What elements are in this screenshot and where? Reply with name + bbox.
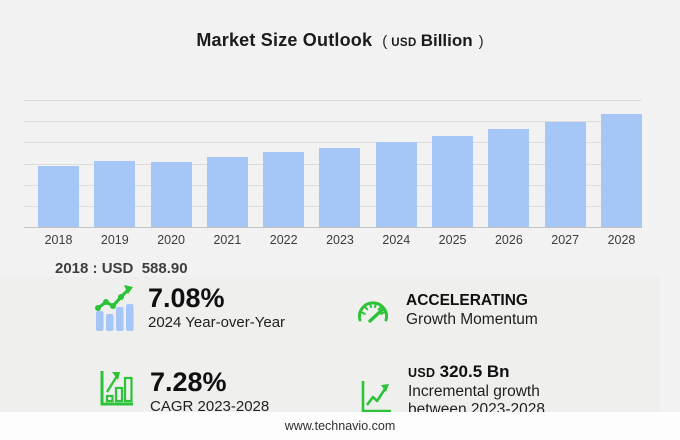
line-growth-icon: [360, 378, 394, 419]
title-unit-billion: Billion: [420, 31, 473, 50]
stat-incremental: USD 320.5 Bn Incremental growth between …: [360, 362, 545, 420]
bar-trend-icon: [94, 284, 134, 336]
yoy-value: 7.08%: [148, 283, 225, 313]
title-unit-usd: USD: [391, 37, 417, 49]
gridline: [24, 100, 642, 101]
bar-2026: [488, 129, 530, 227]
stat-cagr: 7.28% CAGR 2023-2028: [98, 368, 269, 416]
yoy-label: 2024 Year-over-Year: [148, 314, 286, 332]
x-axis-line: [24, 227, 642, 228]
bar-2020: [150, 162, 192, 227]
incremental-title: USD 320.5 Bn: [408, 362, 545, 383]
title-text: Market Size Outlook: [196, 30, 373, 50]
bar-2028: [600, 114, 642, 227]
bar-2024: [375, 142, 417, 227]
gauge-icon: [354, 292, 392, 331]
x-tick-2018: 2018: [44, 233, 73, 247]
incremental-amount: 320.5 Bn: [439, 362, 510, 381]
bar-2022: [263, 152, 305, 227]
technavio-link[interactable]: www.technavio.com: [284, 419, 396, 433]
x-tick-2026: 2026: [494, 233, 523, 247]
base-year-annotation: 2018 : USD 588.90: [55, 260, 188, 277]
x-tick-2027: 2027: [551, 233, 580, 247]
footer: www.technavio.com: [0, 412, 680, 440]
momentum-title: ACCELERATING: [406, 292, 528, 309]
page-title: Market Size Outlook ( USD Billion ): [0, 30, 680, 51]
bar-2019: [94, 161, 136, 227]
incremental-usd: USD: [408, 366, 436, 380]
stat-yoy: 7.08% 2024 Year-over-Year: [94, 284, 285, 336]
x-tick-2022: 2022: [269, 233, 298, 247]
stat-momentum: ACCELERATING Growth Momentum: [354, 292, 538, 331]
x-tick-2025: 2025: [438, 233, 467, 247]
bar-2027: [544, 122, 586, 227]
gridline: [24, 121, 642, 123]
x-tick-2021: 2021: [213, 233, 242, 247]
chart-x-axis-labels: 2018 2019 2020 2021 2022 2023 2024 2025 2026 2027…: [38, 233, 642, 247]
x-tick-2020: 2020: [157, 233, 185, 247]
x-tick-2024: 2024: [382, 233, 411, 247]
gridline: [24, 142, 642, 144]
cagr-label: CAGR 2023-2028: [150, 398, 270, 416]
cagr-value: 7.28%: [150, 367, 227, 397]
bar-2021: [206, 157, 248, 227]
x-tick-2023: 2023: [326, 233, 354, 247]
stats-panel: [0, 277, 660, 412]
title-paren-close: ): [478, 33, 484, 50]
incremental-label-line1: Incremental growth: [408, 382, 540, 400]
title-paren-open: (: [382, 33, 388, 50]
x-tick-2019: 2019: [100, 233, 129, 247]
x-tick-2028: 2028: [607, 233, 636, 247]
bar-2025: [432, 136, 474, 227]
momentum-label: Growth Momentum: [406, 310, 538, 328]
growth-bars-icon: [98, 368, 136, 413]
bar-2023: [319, 147, 361, 227]
chart-plot: [38, 100, 642, 227]
bar-2018: [38, 165, 79, 227]
